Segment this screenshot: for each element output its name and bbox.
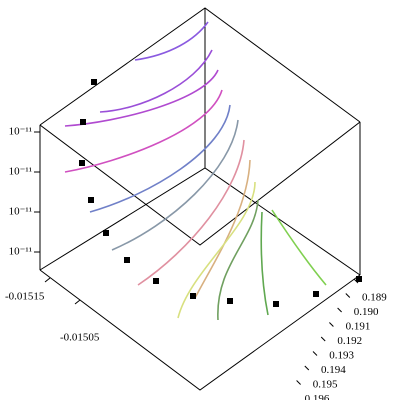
y-tick <box>312 351 318 356</box>
box-edge <box>39 121 361 246</box>
curve <box>64 89 223 173</box>
curve <box>89 104 231 213</box>
y-tick <box>304 365 310 371</box>
z-tick-label: 10⁻¹¹ <box>9 206 32 218</box>
box-edge <box>39 167 361 276</box>
y-tick-label: 0.189 <box>362 292 387 304</box>
point <box>124 257 130 263</box>
x-tick-label: -0.01505 <box>60 332 100 344</box>
y-tick-label: 0.192 <box>337 335 362 347</box>
curve <box>217 199 259 321</box>
curve <box>177 181 256 319</box>
curve <box>137 139 245 286</box>
z-tick-label: 10⁻¹¹ <box>9 126 32 138</box>
point <box>153 278 159 284</box>
y-tick <box>329 322 334 327</box>
points <box>79 79 362 307</box>
curve <box>111 119 239 251</box>
curve <box>194 159 251 299</box>
curves <box>64 21 327 321</box>
point <box>313 291 319 297</box>
y-tick <box>296 380 301 385</box>
point <box>91 79 97 85</box>
y-tick-label: 0.195 <box>313 379 338 391</box>
point <box>103 230 109 236</box>
box-edge <box>39 269 361 391</box>
y-tick-label: 0.193 <box>329 350 354 362</box>
x-tick <box>74 299 81 305</box>
y-tick <box>320 336 326 342</box>
y-tick-label: 0.190 <box>354 306 379 318</box>
curve <box>260 211 269 316</box>
curve <box>271 209 327 286</box>
y-tick-label: 0.196 <box>305 393 330 400</box>
point <box>79 160 85 166</box>
point <box>80 119 86 125</box>
point <box>190 293 196 299</box>
y-tick <box>353 278 359 284</box>
y-tick-label: 0.194 <box>321 364 346 376</box>
y-tick <box>345 293 351 298</box>
point <box>356 276 362 282</box>
point <box>273 301 279 307</box>
x-tick-label: -0.01515 <box>5 291 45 303</box>
curve <box>64 69 219 127</box>
y-tick-label: 0.191 <box>346 321 371 333</box>
z-tick-label: 10⁻¹¹ <box>9 246 32 258</box>
curve <box>99 49 213 113</box>
z-tick-label: 10⁻¹¹ <box>9 166 32 178</box>
x-tick <box>44 277 51 283</box>
point <box>227 298 233 304</box>
point <box>88 197 94 203</box>
y-tick <box>337 307 342 313</box>
curve <box>134 21 209 61</box>
